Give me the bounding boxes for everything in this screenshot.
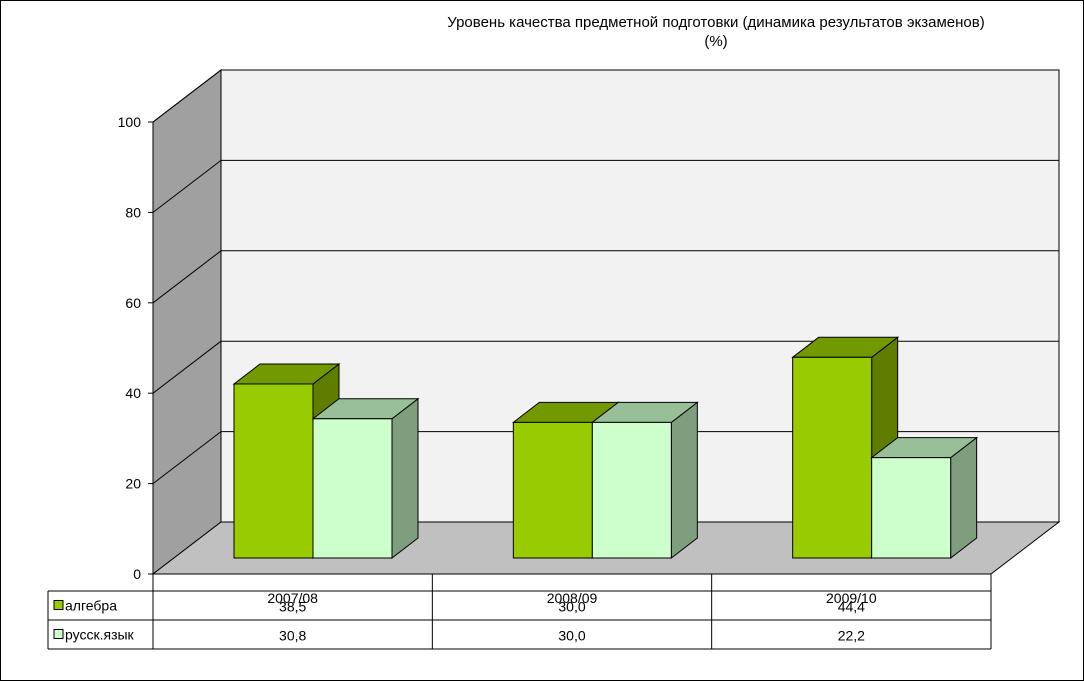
bar-2-1 — [311, 397, 420, 560]
gridline-side — [152, 160, 222, 213]
bar-front-face — [792, 356, 873, 559]
gridline-side — [152, 69, 222, 123]
bar-side-face — [670, 401, 698, 560]
x-category-label: 2008/09 — [547, 590, 598, 606]
bar-2-2 — [590, 401, 699, 560]
chart-title: Уровень качества предметной подготовки (… — [447, 14, 985, 31]
data-table-value: 44,4 — [838, 599, 865, 615]
legend-label: русск.язык — [65, 627, 135, 643]
x-category-label: 2009/10 — [826, 590, 877, 606]
data-table-value: 30,8 — [279, 628, 306, 644]
y-tick-label: 100 — [118, 114, 142, 130]
data-table-value: 30,0 — [558, 599, 585, 615]
data-table-value: 38,5 — [279, 599, 306, 615]
bar-front-face — [871, 457, 952, 559]
y-tick-label: 60 — [125, 295, 141, 311]
x-category-label: 2007/08 — [267, 590, 318, 606]
gridline-side — [152, 431, 222, 484]
bar-front-face — [591, 421, 672, 559]
bar-2-3 — [870, 436, 979, 560]
gridline-side — [152, 340, 222, 394]
bar-front-face — [512, 421, 593, 559]
gridline-side — [152, 250, 222, 304]
bar-side-face — [950, 436, 978, 560]
data-table-value: 30,0 — [558, 628, 585, 644]
legend-swatch — [53, 629, 64, 639]
y-tick-label: 80 — [125, 204, 141, 220]
bar-front-face — [233, 383, 314, 559]
chart-subtitle: (%) — [704, 33, 728, 50]
legend-label: алгебра — [65, 598, 117, 614]
y-tick-label: 0 — [133, 566, 141, 582]
bar-side-face — [391, 397, 419, 560]
legend-swatch — [53, 600, 64, 610]
y-tick-label: 20 — [125, 476, 141, 492]
data-table-value: 22,2 — [838, 628, 865, 644]
bar-front-face — [312, 418, 393, 559]
y-tick-label: 40 — [125, 385, 141, 401]
side-wall — [152, 68, 222, 576]
